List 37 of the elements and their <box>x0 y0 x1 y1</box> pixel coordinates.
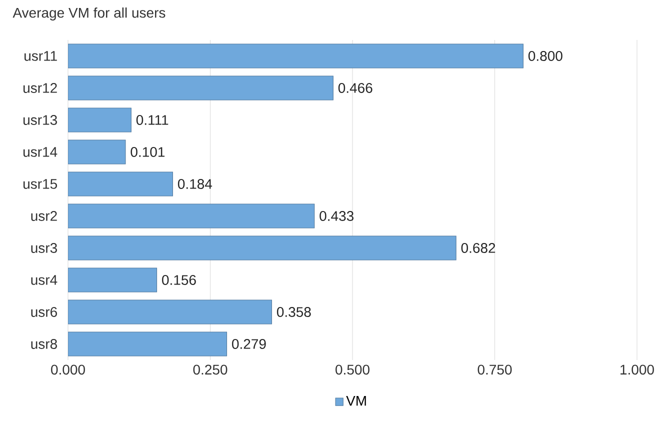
data-label: 0.279 <box>232 339 266 349</box>
data-label: 0.184 <box>178 179 212 189</box>
data-label: 0.101 <box>130 147 165 157</box>
x-tick-label: 0.250 <box>193 364 228 375</box>
y-tick-label: usr13 <box>23 115 57 125</box>
data-label: 0.358 <box>276 307 311 317</box>
bar <box>68 140 126 164</box>
chart-title: Average VM for all users <box>12 7 166 21</box>
bar <box>68 76 334 100</box>
y-tick-label: usr12 <box>23 83 57 93</box>
bar <box>68 44 524 68</box>
bar <box>68 204 315 228</box>
bar <box>68 108 132 132</box>
y-tick-label: usr4 <box>31 275 58 285</box>
data-label: 0.111 <box>136 115 168 125</box>
y-tick-label: usr11 <box>24 51 57 61</box>
y-tick-label: usr3 <box>31 243 57 253</box>
y-tick-label: usr15 <box>23 179 58 189</box>
bar <box>68 268 158 292</box>
data-label: 0.682 <box>461 243 496 253</box>
x-tick-label: 1.000 <box>620 364 654 375</box>
y-tick-label: usr2 <box>31 211 57 221</box>
x-tick-label: 0.750 <box>478 364 512 375</box>
bar <box>68 172 173 196</box>
bar <box>68 332 228 356</box>
y-tick-label: usr8 <box>31 339 57 349</box>
data-label: 0.156 <box>162 275 196 285</box>
legend-label: VM <box>346 396 366 406</box>
bar <box>68 236 456 260</box>
data-label: 0.433 <box>320 211 354 221</box>
data-label: 0.466 <box>338 83 372 93</box>
y-tick-label: usr14 <box>23 147 58 157</box>
data-label: 0.800 <box>528 51 562 61</box>
x-tick-label: 0.000 <box>51 364 85 375</box>
y-tick-label: usr6 <box>31 307 57 317</box>
x-tick-label: 0.500 <box>336 364 370 375</box>
bar <box>68 300 272 324</box>
